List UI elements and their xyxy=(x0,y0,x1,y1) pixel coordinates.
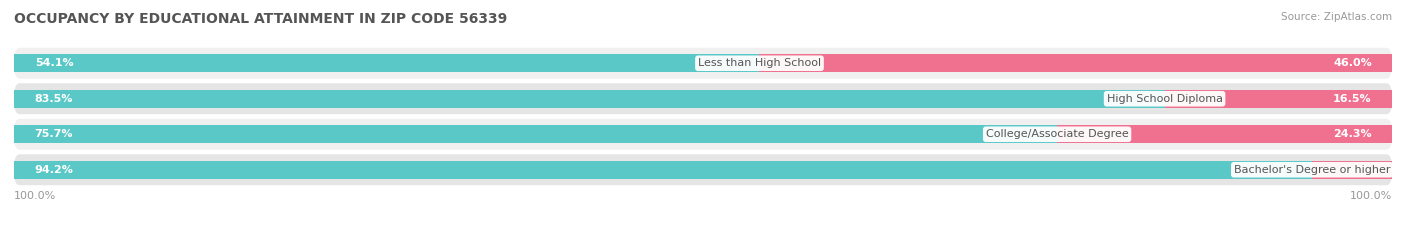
Text: Source: ZipAtlas.com: Source: ZipAtlas.com xyxy=(1281,12,1392,22)
Bar xyxy=(14,89,1164,108)
Text: 16.5%: 16.5% xyxy=(1333,94,1371,104)
Text: 75.7%: 75.7% xyxy=(35,129,73,139)
Text: 83.5%: 83.5% xyxy=(35,94,73,104)
FancyBboxPatch shape xyxy=(14,48,1392,79)
Bar xyxy=(1312,161,1392,179)
Bar xyxy=(14,54,759,72)
Text: OCCUPANCY BY EDUCATIONAL ATTAINMENT IN ZIP CODE 56339: OCCUPANCY BY EDUCATIONAL ATTAINMENT IN Z… xyxy=(14,12,508,26)
Text: Less than High School: Less than High School xyxy=(697,58,821,68)
FancyBboxPatch shape xyxy=(14,154,1392,185)
Text: 24.3%: 24.3% xyxy=(1333,129,1371,139)
Bar xyxy=(1164,89,1392,108)
Text: 46.0%: 46.0% xyxy=(1334,58,1372,68)
Bar xyxy=(14,125,1057,144)
Text: 100.0%: 100.0% xyxy=(1350,191,1392,201)
Text: High School Diploma: High School Diploma xyxy=(1107,94,1223,104)
Text: Bachelor's Degree or higher: Bachelor's Degree or higher xyxy=(1234,165,1391,175)
FancyBboxPatch shape xyxy=(14,83,1392,114)
FancyBboxPatch shape xyxy=(14,119,1392,150)
Bar xyxy=(1057,125,1392,144)
Text: 54.1%: 54.1% xyxy=(35,58,73,68)
Text: College/Associate Degree: College/Associate Degree xyxy=(986,129,1129,139)
Bar xyxy=(14,161,1312,179)
Bar xyxy=(759,54,1393,72)
Text: 94.2%: 94.2% xyxy=(35,165,73,175)
Text: 100.0%: 100.0% xyxy=(14,191,56,201)
Text: 5.8%: 5.8% xyxy=(1340,165,1371,175)
